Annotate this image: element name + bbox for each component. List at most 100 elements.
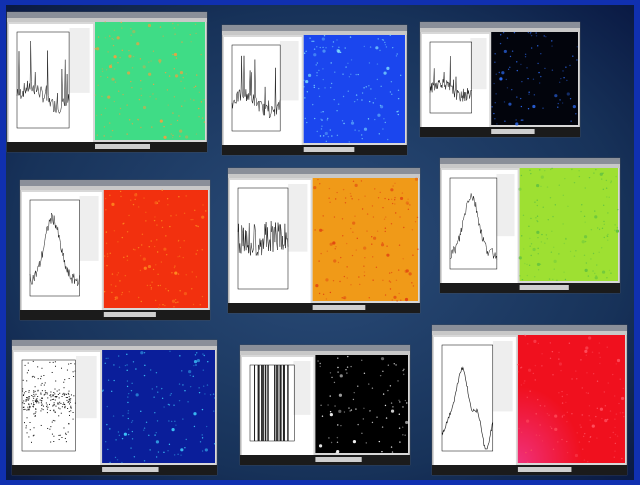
plot-point <box>53 399 54 400</box>
image-speckle <box>530 32 531 33</box>
image-speckle <box>314 87 315 88</box>
image-speckle <box>591 229 592 230</box>
image-speckle <box>127 260 128 261</box>
plot-point <box>41 385 42 386</box>
image-speckle <box>182 418 183 419</box>
image-speckle <box>367 213 368 214</box>
image-speckle <box>347 366 348 367</box>
image-speckle <box>382 39 383 40</box>
image-speckle <box>585 346 588 349</box>
image-speckle <box>381 357 384 360</box>
image-speckle <box>154 246 155 247</box>
image-speckle <box>567 412 568 413</box>
image-speckle <box>327 119 328 120</box>
image-speckle <box>213 393 214 394</box>
image-speckle <box>364 373 365 374</box>
image-speckle <box>538 269 539 270</box>
image-speckle <box>105 441 106 442</box>
image-speckle <box>588 336 591 339</box>
image-speckle <box>179 256 180 257</box>
image-speckle <box>109 65 112 68</box>
image-speckle <box>202 296 203 297</box>
image-speckle <box>385 405 386 406</box>
plot-point <box>47 412 48 413</box>
image-speckle <box>554 268 555 269</box>
image-speckle <box>495 93 496 94</box>
image-speckle <box>308 74 311 77</box>
plot-point <box>33 392 34 393</box>
image-speckle <box>171 393 172 394</box>
image-speckle <box>167 450 168 451</box>
image-speckle <box>373 102 374 103</box>
image-speckle <box>529 246 530 247</box>
image-speckle <box>417 217 418 218</box>
image-speckle <box>616 363 617 364</box>
image-speckle <box>194 360 197 363</box>
image-speckle <box>121 462 122 463</box>
image-speckle <box>405 421 408 424</box>
image-speckle <box>176 57 177 58</box>
image-speckle <box>565 402 566 403</box>
image-speckle <box>524 263 525 264</box>
image-speckle <box>109 35 110 36</box>
image-speckle <box>504 120 505 121</box>
plot-point <box>29 398 30 399</box>
image-speckle <box>398 114 399 115</box>
plot-point <box>73 412 74 413</box>
image-speckle <box>161 261 162 262</box>
image-speckle <box>330 372 331 373</box>
image-speckle <box>125 365 126 366</box>
image-speckle <box>594 215 597 218</box>
image-speckle <box>185 195 186 196</box>
image-speckle <box>381 243 384 246</box>
image-speckle <box>392 203 393 204</box>
image-speckle <box>387 390 388 391</box>
plot-point <box>37 390 38 391</box>
image-speckle <box>338 47 339 48</box>
image-speckle <box>328 136 329 137</box>
image-speckle <box>536 220 537 221</box>
plot-point <box>47 393 48 394</box>
image-speckle <box>584 235 587 238</box>
title-bar <box>7 12 207 18</box>
image-speckle <box>172 300 175 303</box>
image-speckle <box>133 56 134 57</box>
image-speckle <box>562 396 563 397</box>
image-speckle <box>345 197 346 198</box>
image-speckle <box>121 294 122 295</box>
image-speckle <box>159 304 160 305</box>
plot-point <box>34 396 35 397</box>
image-speckle <box>148 24 151 27</box>
image-speckle <box>392 299 393 300</box>
plot-point <box>31 395 32 396</box>
image-speckle <box>323 135 324 136</box>
status-field <box>304 147 355 152</box>
menu-bar <box>222 31 407 35</box>
plot-point <box>28 370 29 371</box>
image-speckle <box>614 224 615 225</box>
image-speckle <box>576 378 577 379</box>
image-speckle <box>562 402 563 403</box>
image-speckle <box>392 47 393 48</box>
image-speckle <box>342 297 343 298</box>
plot-point <box>55 400 56 401</box>
image-speckle <box>113 55 116 58</box>
image-speckle <box>607 346 608 347</box>
image-speckle <box>135 368 136 369</box>
image-speckle <box>536 434 537 435</box>
image-speckle <box>156 456 157 457</box>
image-speckle <box>174 33 175 34</box>
image-speckle <box>564 178 565 179</box>
image-speckle <box>107 253 108 254</box>
image-speckle <box>391 410 394 413</box>
image-speckle <box>167 198 168 199</box>
page: (() => { const svg = document.getElement… <box>0 0 640 485</box>
image-speckle <box>382 371 383 372</box>
image-speckle <box>379 133 380 134</box>
image-speckle <box>519 256 522 259</box>
image-speckle <box>539 169 540 170</box>
image-speckle <box>602 228 603 229</box>
image-speckle <box>131 390 132 391</box>
image-speckle <box>155 300 156 301</box>
plot-point <box>41 425 42 426</box>
